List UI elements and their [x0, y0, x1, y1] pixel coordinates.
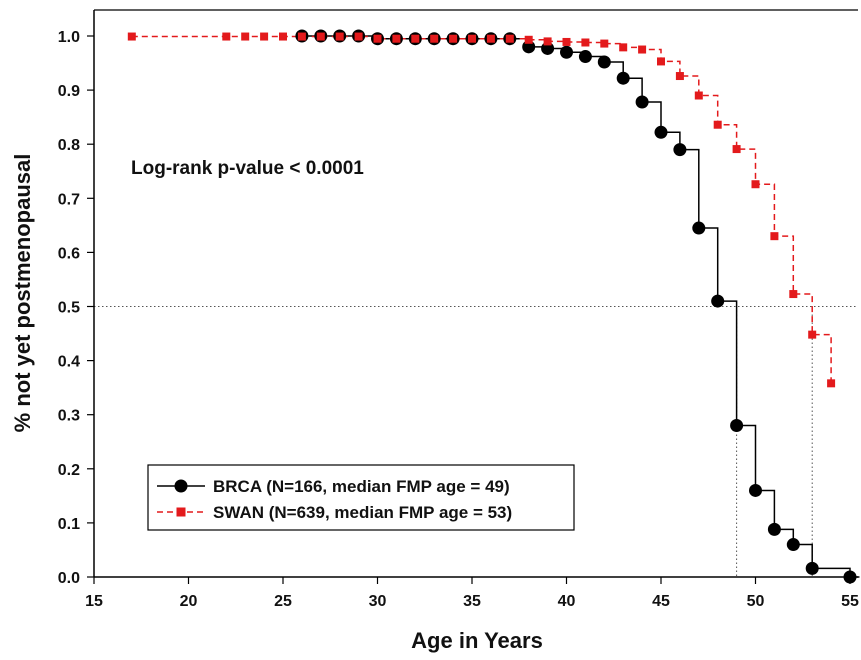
swan-point	[694, 91, 703, 100]
brca-point	[635, 95, 649, 109]
y-axis-title: % not yet postmenopausal	[10, 154, 35, 433]
brca-point	[843, 570, 857, 584]
swan-point	[638, 45, 647, 54]
swan-point	[449, 34, 458, 43]
brca-point	[805, 561, 819, 575]
legend-brca-marker	[174, 479, 188, 493]
swan-point	[392, 34, 401, 43]
swan-point	[468, 34, 476, 43]
swan-point	[619, 43, 628, 52]
y-tick-label: 0.5	[58, 300, 80, 317]
y-tick-label: 0.7	[58, 191, 80, 208]
swan-point	[543, 37, 552, 46]
swan-point	[486, 34, 495, 43]
legend-box	[147, 464, 575, 531]
swan-point	[297, 32, 306, 41]
swan-point	[222, 32, 231, 41]
swan-point	[430, 34, 439, 43]
chart-legend: BRCA (N=166, median FMP age = 49) SWAN (…	[147, 464, 575, 531]
x-tick-label: 40	[558, 593, 576, 610]
x-tick-label: 50	[747, 593, 765, 610]
swan-point	[789, 290, 798, 299]
brca-point	[597, 55, 611, 69]
brca-point	[767, 522, 781, 536]
swan-point	[600, 39, 609, 48]
brca-point	[730, 419, 744, 433]
swan-point	[675, 72, 684, 81]
logrank-annotation: Log-rank p-value < 0.0001	[131, 158, 364, 179]
swan-point	[713, 120, 722, 129]
swan-point	[279, 32, 287, 41]
brca-point	[692, 221, 706, 235]
swan-point	[524, 35, 533, 44]
y-tick-label: 0.3	[58, 408, 80, 425]
series-line-swan	[131, 35, 832, 384]
y-tick-label: 0.4	[58, 354, 80, 371]
swan-point	[127, 32, 136, 41]
x-tick-label: 15	[85, 593, 103, 610]
x-tick-label: 25	[274, 593, 292, 610]
y-tick-label: 0.2	[58, 462, 80, 479]
swan-point	[316, 32, 325, 41]
brca-point	[711, 294, 725, 308]
y-tick-label: 0.0	[58, 570, 80, 587]
brca-point	[786, 538, 800, 552]
y-tick-label: 0.9	[58, 83, 80, 100]
brca-point	[578, 50, 592, 64]
swan-point	[241, 32, 250, 41]
legend-swan-label: SWAN (N=639, median FMP age = 53)	[213, 503, 512, 522]
swan-point	[657, 57, 665, 66]
legend-brca-label: BRCA (N=166, median FMP age = 49)	[213, 477, 510, 496]
swan-point	[335, 32, 344, 41]
brca-point	[560, 45, 573, 59]
brca-point	[616, 71, 630, 85]
swan-point	[411, 34, 420, 43]
x-axis-title: Age in Years	[411, 628, 543, 653]
swan-point	[770, 232, 779, 241]
swan-point	[373, 34, 382, 43]
brca-point	[654, 125, 668, 139]
y-tick-label: 0.1	[58, 516, 80, 533]
brca-point	[673, 143, 687, 157]
y-tick-label: 0.8	[58, 137, 80, 154]
y-tick-label: 1.0	[58, 29, 80, 46]
swan-point	[505, 34, 514, 43]
swan-point	[808, 330, 817, 339]
x-tick-label: 20	[180, 593, 198, 610]
x-tick-label: 55	[841, 593, 859, 610]
swan-point	[354, 32, 363, 41]
x-tick-label: 30	[369, 593, 387, 610]
y-tick-label: 0.6	[58, 245, 80, 262]
legend-swan-marker	[176, 507, 186, 517]
swan-point	[732, 145, 741, 154]
swan-point	[260, 32, 269, 41]
brca-point	[749, 483, 762, 497]
swan-point	[827, 379, 836, 388]
swan-point	[562, 37, 571, 46]
x-tick-label: 35	[463, 593, 481, 610]
swan-point	[581, 38, 590, 47]
swan-point	[751, 180, 760, 189]
x-tick-label: 45	[652, 593, 670, 610]
